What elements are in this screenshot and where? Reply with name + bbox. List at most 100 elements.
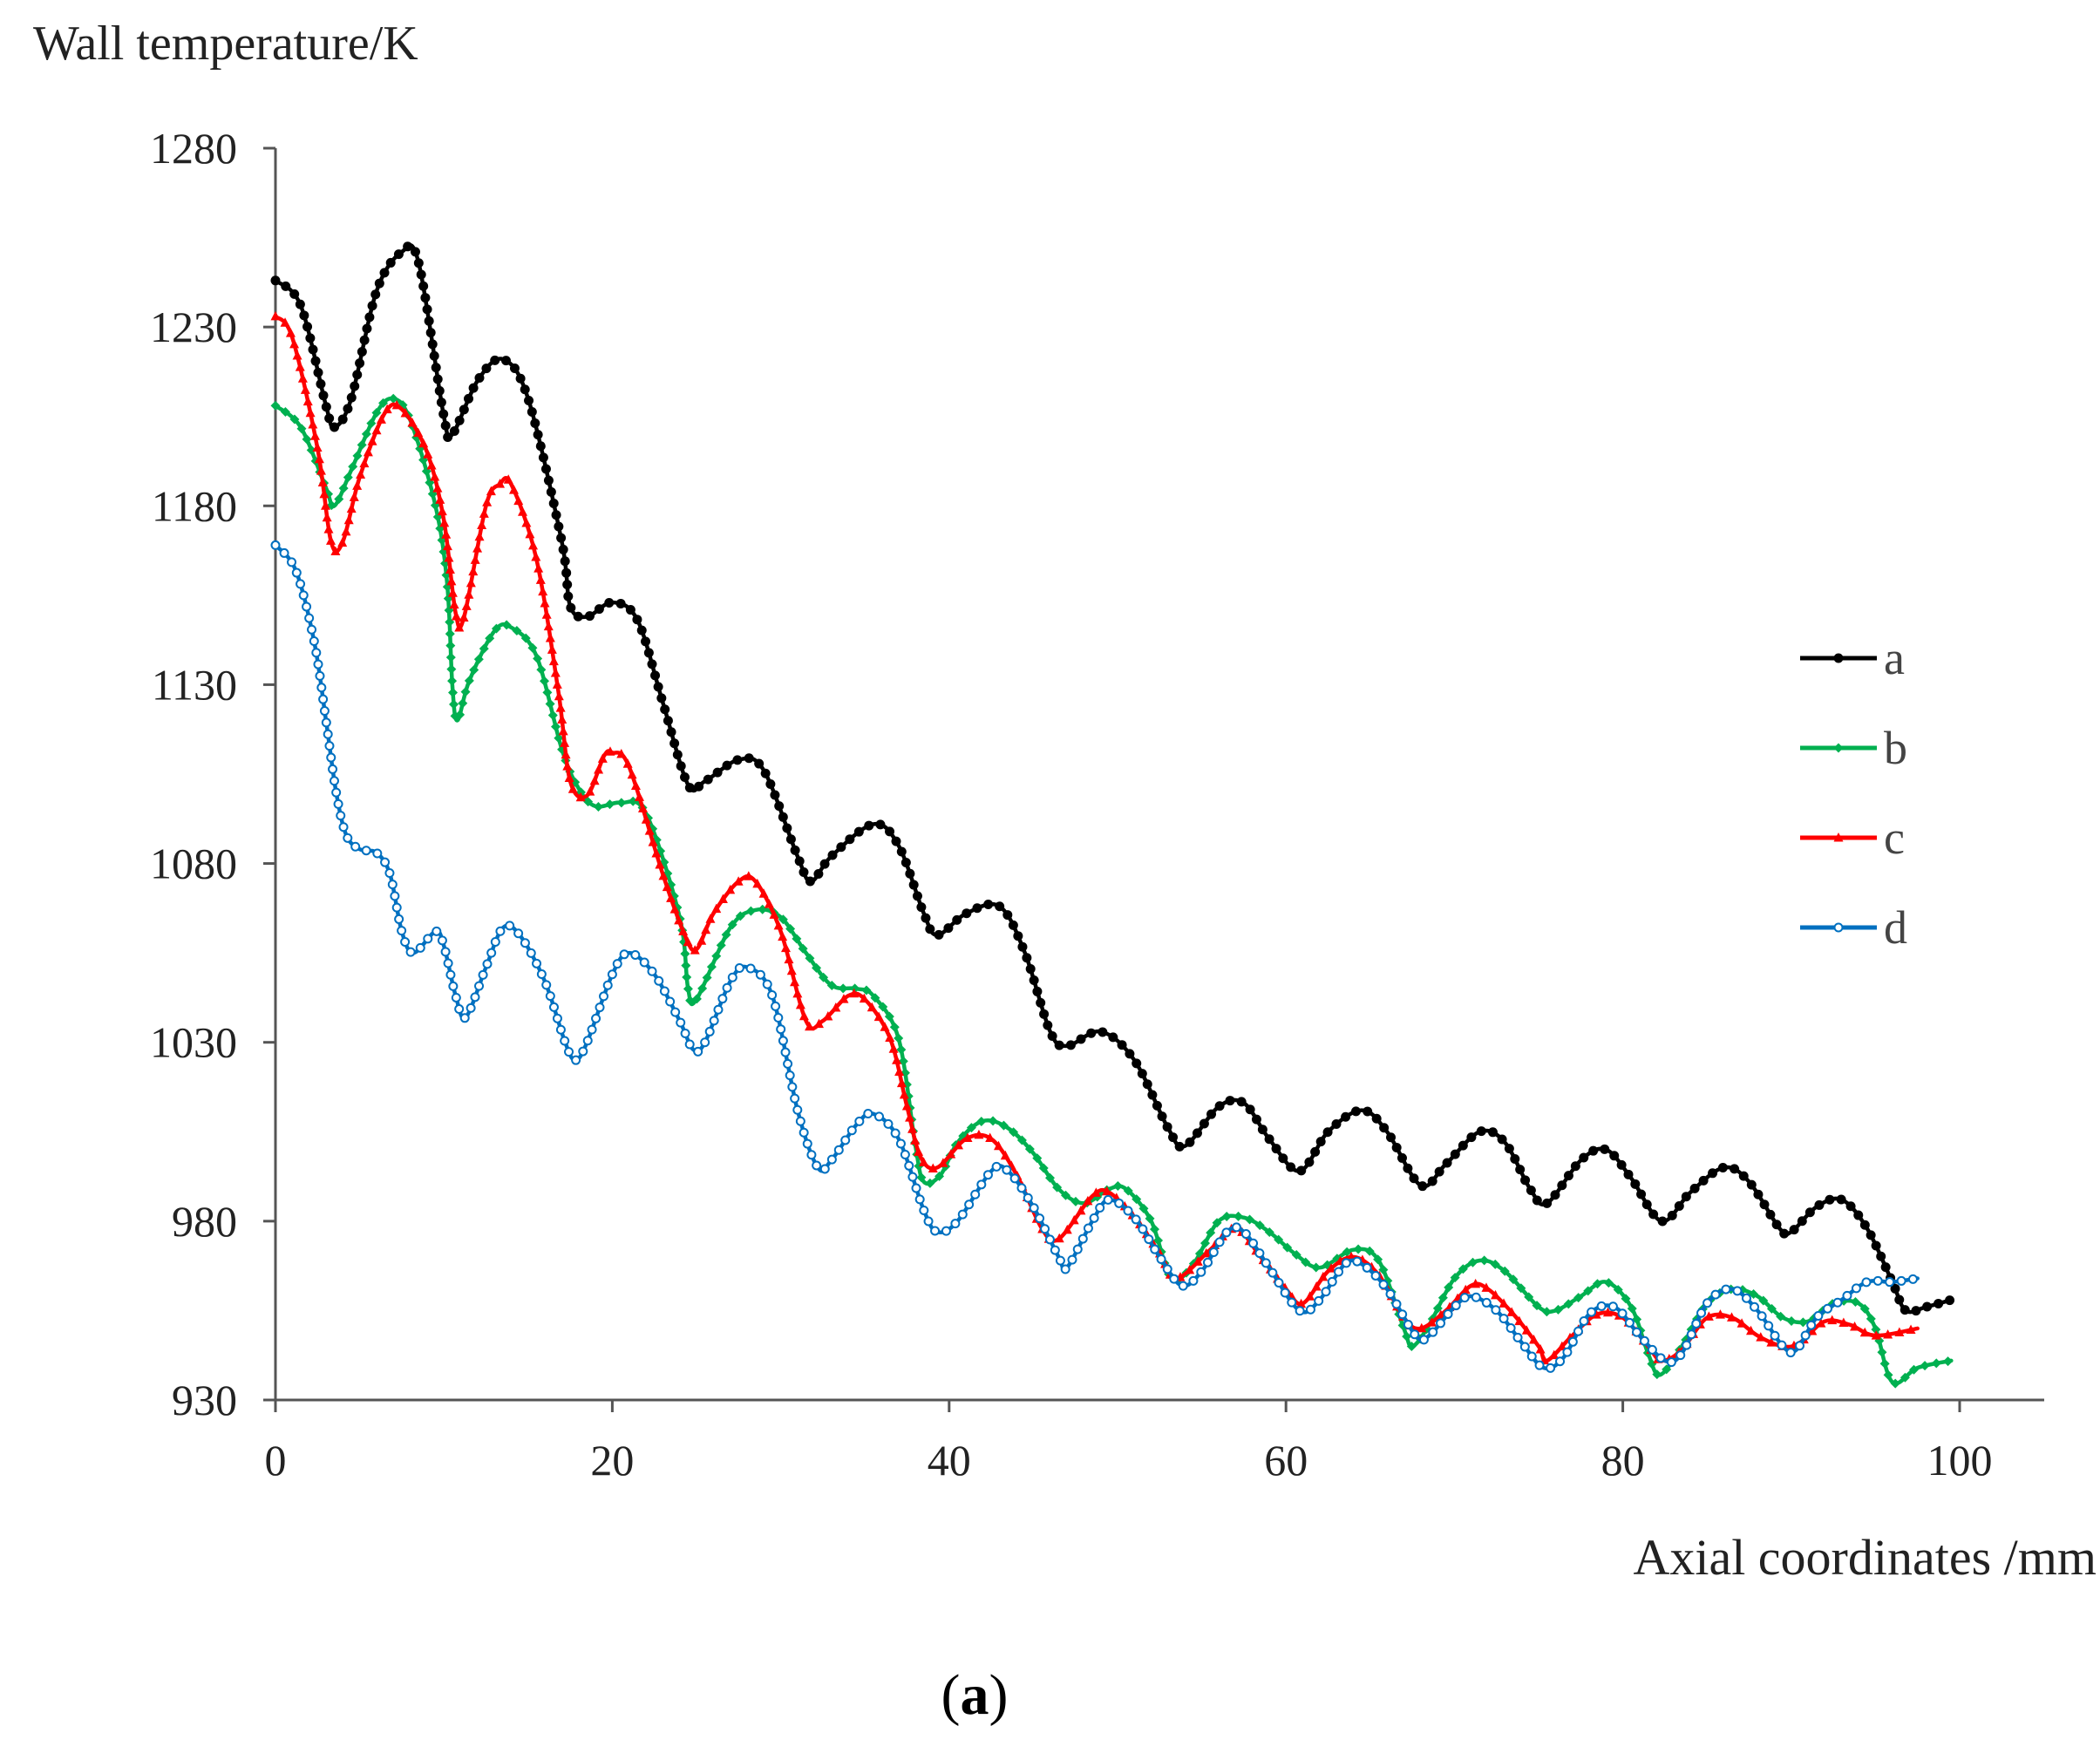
series-b-marker: [1342, 1247, 1352, 1257]
series-a-marker: [1866, 1230, 1876, 1240]
series-b-marker: [1378, 1265, 1389, 1275]
series-d-marker: [1750, 1301, 1760, 1312]
series-a-marker: [799, 867, 809, 878]
series-c-marker: [432, 483, 443, 493]
series-d-marker: [326, 752, 336, 763]
series-b-marker: [1593, 1279, 1603, 1289]
series-b-marker: [520, 633, 531, 643]
series-c-marker: [744, 871, 754, 880]
series-b-marker: [1353, 1244, 1363, 1254]
series-c-marker: [1528, 1334, 1539, 1344]
series-d-marker: [1418, 1335, 1429, 1345]
series-d-marker: [783, 1058, 793, 1069]
series-a-marker: [1286, 1162, 1296, 1172]
series-d-marker: [552, 1013, 562, 1023]
series-c-marker: [662, 881, 672, 892]
series-d-marker: [1016, 1183, 1027, 1193]
series-d-marker: [1327, 1276, 1337, 1287]
series-d-marker: [336, 811, 346, 821]
series-d-marker: [536, 968, 547, 979]
series-c-marker: [561, 749, 571, 759]
series-b-marker: [1282, 1242, 1293, 1253]
series-d-marker: [1505, 1322, 1516, 1333]
series-c-marker: [486, 486, 496, 496]
series-d-marker: [328, 764, 338, 774]
series-d-marker: [599, 991, 609, 1002]
series-d-marker: [423, 934, 433, 944]
series-d-marker: [1334, 1267, 1344, 1277]
series-d-marker: [930, 1226, 941, 1236]
series-d-marker: [1757, 1311, 1767, 1322]
series-c-marker: [1318, 1271, 1329, 1281]
series-a-marker: [1563, 1171, 1573, 1181]
series-b-marker: [966, 1123, 976, 1133]
series-a-marker: [943, 923, 954, 934]
series-c-marker: [528, 540, 539, 550]
series-d-marker: [1114, 1198, 1125, 1208]
series-c-marker: [1756, 1332, 1766, 1342]
series-c-marker: [446, 575, 457, 586]
series-d-marker: [1861, 1277, 1872, 1288]
series-a-marker: [1789, 1225, 1799, 1235]
series-b-marker: [1758, 1295, 1769, 1306]
series-d-marker: [659, 986, 669, 996]
series-c-marker: [356, 469, 366, 479]
series-a-marker: [1137, 1069, 1147, 1079]
series-d-marker: [482, 959, 493, 969]
series-a-marker: [995, 901, 1005, 912]
series-a-marker: [1738, 1171, 1749, 1181]
series-a-marker: [778, 812, 788, 822]
series-c-marker: [1807, 1326, 1818, 1335]
series-a-marker: [1029, 975, 1039, 985]
series-c-marker: [786, 965, 797, 975]
series-a-marker: [1859, 1220, 1870, 1230]
series-c-marker: [1201, 1247, 1212, 1258]
series-c-marker: [1062, 1224, 1072, 1234]
series-c-marker: [292, 350, 302, 360]
series-c-marker: [280, 317, 290, 327]
series-a-marker: [543, 475, 554, 486]
series-a-marker: [1759, 1199, 1770, 1210]
series-a-marker: [1036, 997, 1046, 1008]
series-a-marker: [1397, 1152, 1407, 1163]
series-d-marker: [321, 717, 331, 728]
series-d-marker: [1655, 1353, 1666, 1363]
series-a-marker: [908, 880, 919, 890]
series-a-marker: [324, 413, 335, 424]
series-a-marker: [305, 333, 316, 343]
series-a-marker: [1871, 1240, 1881, 1251]
series-a-marker: [481, 364, 492, 374]
series-b-marker: [1364, 1246, 1375, 1256]
series-c-marker: [630, 780, 641, 791]
series-a-marker: [1681, 1192, 1691, 1202]
series-b-marker: [1553, 1304, 1563, 1315]
series-c-marker: [635, 792, 645, 801]
series-d-marker: [578, 1046, 588, 1057]
series-b-marker: [1850, 1297, 1860, 1308]
series-a-line: [273, 243, 1954, 1315]
series-d-marker: [717, 994, 728, 1004]
series-a-marker: [885, 826, 895, 837]
series-b-marker: [1032, 1153, 1043, 1164]
series-b-marker: [916, 1172, 927, 1183]
series-d-marker: [591, 1013, 601, 1023]
legend-item-b: b: [1800, 722, 1907, 774]
series-c-marker: [474, 531, 485, 541]
series-a-marker: [694, 781, 704, 792]
series-a-marker: [1002, 910, 1013, 921]
series-d-marker: [873, 1111, 884, 1122]
series-a-marker: [1403, 1163, 1413, 1173]
series-a-marker: [520, 384, 530, 395]
series-a-marker: [538, 452, 548, 463]
series-d-marker: [806, 1150, 817, 1160]
series-c-marker: [849, 988, 860, 998]
series-c-marker: [974, 1129, 984, 1139]
series-d-marker: [602, 980, 613, 990]
series-c-marker: [518, 506, 528, 516]
series-c-marker: [326, 535, 336, 545]
series-a-marker: [1717, 1163, 1728, 1173]
series-a-marker: [875, 819, 886, 830]
series-d-marker: [654, 975, 664, 986]
series-a-marker: [289, 289, 300, 299]
series-a-marker: [318, 391, 329, 401]
